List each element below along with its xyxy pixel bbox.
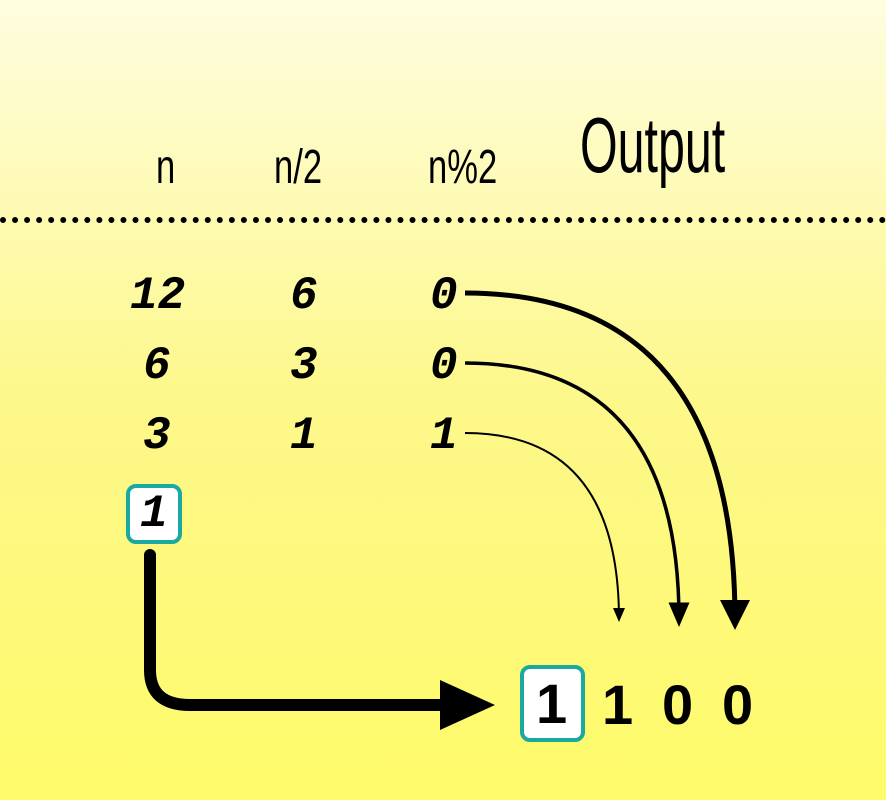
cell-n-3-boxed: 1 xyxy=(126,484,182,544)
output-digit-1: 1 xyxy=(602,672,635,737)
output-digit-0-boxed: 1 xyxy=(520,665,585,742)
arrow-mod-1 xyxy=(465,363,679,620)
cell-mod-2: 1 xyxy=(430,410,458,462)
header-output: Output xyxy=(580,100,725,191)
arrow-thick xyxy=(150,555,445,705)
cell-n-2: 3 xyxy=(143,410,171,462)
divider xyxy=(0,217,886,223)
cell-n2-1: 3 xyxy=(290,340,318,392)
arrow-thick-head xyxy=(440,680,495,730)
output-digit-2: 0 xyxy=(662,672,695,737)
arrow-mod-2 xyxy=(465,433,619,620)
header-mod: n%2 xyxy=(428,140,497,195)
cell-n-1: 6 xyxy=(143,340,171,392)
cell-mod-1: 0 xyxy=(430,340,458,392)
cell-n2-0: 6 xyxy=(290,270,318,322)
arrow-mod-0 xyxy=(465,293,735,620)
cell-n2-2: 1 xyxy=(290,410,318,462)
cell-n-0: 12 xyxy=(130,270,185,322)
header-n2: n/2 xyxy=(274,140,322,195)
header-n: n xyxy=(156,140,175,195)
cell-mod-0: 0 xyxy=(430,270,458,322)
output-digit-3: 0 xyxy=(722,672,755,737)
